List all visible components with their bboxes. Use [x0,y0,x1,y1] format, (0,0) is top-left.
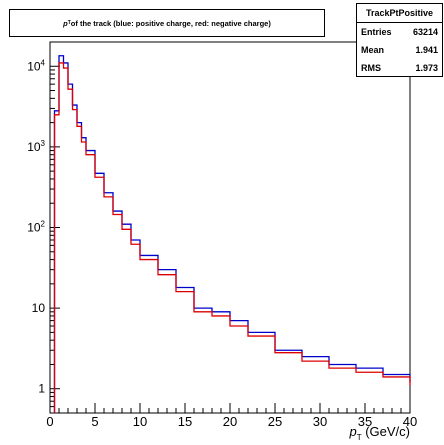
stats-label: Mean [361,45,385,55]
y-tick-label: 103 [27,139,45,154]
x-tick-label: 35 [358,414,372,429]
y-tick-label: 102 [27,220,45,235]
x-tick-label: 20 [223,414,237,429]
x-tick-label: 30 [313,414,327,429]
stats-label: Entries [361,27,392,37]
stats-value: 63214 [412,27,438,37]
x-axis-title: pT (GeV/c) [348,424,410,442]
axis-tick-labels: 0 5 10 15 20 25 30 35 40 1 10 102 103 104 [27,58,417,429]
x-tick-label: 40 [403,414,417,429]
stats-name: TrackPtPositive [357,4,442,23]
stats-value: 1.941 [415,45,438,55]
x-tick-label: 10 [133,414,147,429]
y-tick-label: 104 [27,58,45,73]
x-tick-label: 25 [268,414,282,429]
stats-row-rms: RMS 1.973 [357,59,442,77]
x-tick-label: 0 [46,414,53,429]
axis-ticks [49,41,411,414]
series-line [53,55,411,413]
y-tick-label: 1 [38,382,45,396]
data-series [53,55,411,413]
y-tick-label: 10 [32,301,46,315]
title-text: of the track (blue: positive charge, red… [70,18,271,28]
stats-value: 1.973 [415,63,438,73]
stats-row-entries: Entries 63214 [357,23,442,41]
x-tick-label: 5 [91,414,98,429]
title-symbol: p [63,18,68,28]
stats-row-mean: Mean 1.941 [357,41,442,59]
title-subscript: T [67,20,71,26]
stats-box: TrackPtPositive Entries 63214 Mean 1.941… [356,3,443,77]
x-axis-label: pT (GeV/c) [348,424,410,442]
stats-label: RMS [361,63,381,73]
series-line [53,62,411,413]
plot-frame [49,41,411,414]
x-tick-label: 15 [178,414,192,429]
